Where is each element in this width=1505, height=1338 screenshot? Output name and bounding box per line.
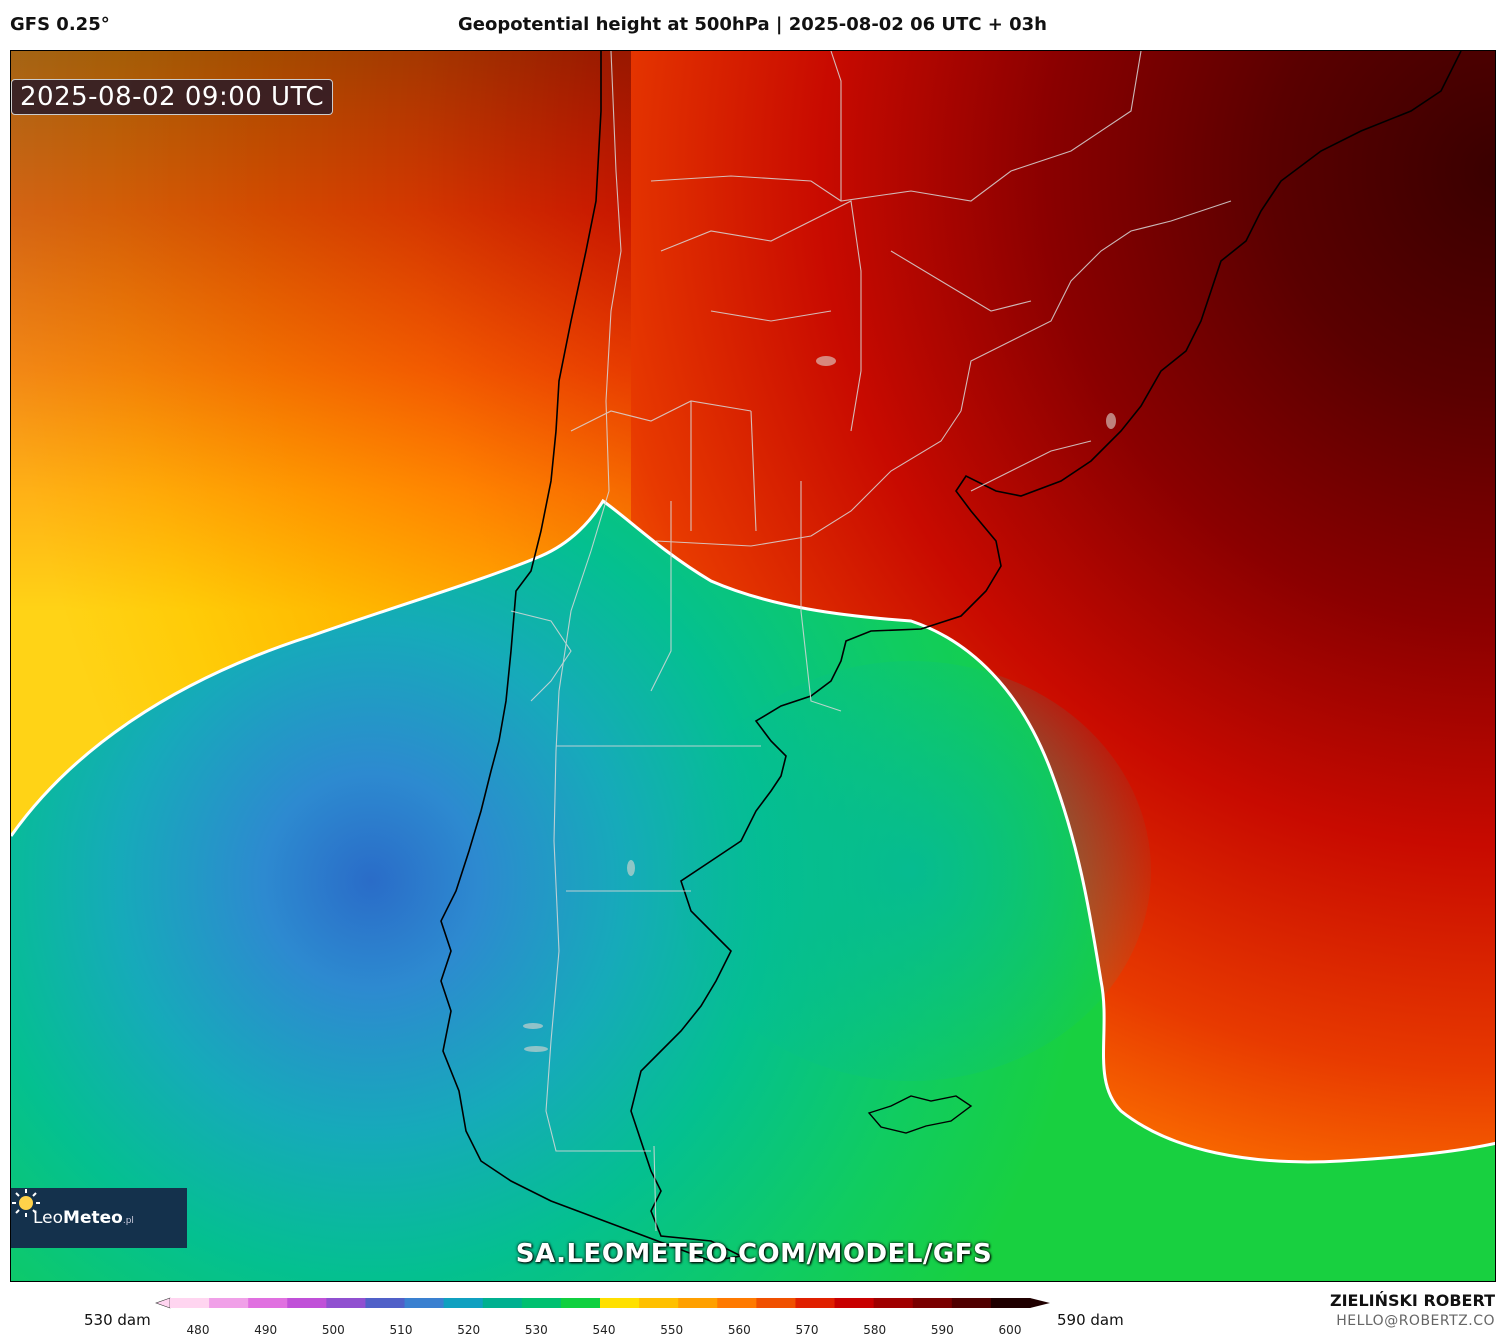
colorbar-tick-label: 540 xyxy=(593,1323,616,1336)
colorbar-swatch xyxy=(678,1298,718,1308)
colorbar-swatch xyxy=(639,1298,679,1308)
colorbar-swatch xyxy=(717,1298,757,1308)
map-panel[interactable]: 2025-08-02 09:00 UTC LeoMeteo.pl SA.LEOM… xyxy=(10,50,1496,1282)
colorbar-tick-label: 570 xyxy=(796,1323,819,1336)
colorbar-swatch xyxy=(560,1298,601,1308)
colorbar-swatch xyxy=(521,1298,562,1308)
political-borders xyxy=(510,51,1232,1232)
colorbar-tick-label: 530 xyxy=(525,1323,548,1336)
colorbar-tick-label: 490 xyxy=(254,1323,277,1336)
leometeo-logo[interactable]: LeoMeteo.pl xyxy=(11,1188,187,1248)
colorbar-swatch xyxy=(326,1298,366,1308)
colorbar-tick-label: 510 xyxy=(390,1323,413,1336)
sun-icon xyxy=(12,1189,40,1217)
contour-552-line xyxy=(11,498,1495,1164)
colorbar: 480 490 500 510 520 530 540 550 560 570 580 590 600 xyxy=(155,1297,1050,1336)
coastline xyxy=(440,51,1462,1262)
colorbar-swatch xyxy=(443,1298,484,1308)
colorbar-swatch xyxy=(248,1298,288,1308)
colorbar-swatch xyxy=(365,1298,406,1308)
timestamp-label: 2025-08-02 09:00 UTC xyxy=(11,79,334,115)
colorbar-swatch xyxy=(170,1298,210,1308)
colorbar-swatch xyxy=(600,1298,640,1308)
geopotential-field xyxy=(11,51,1495,1281)
colorbar-tick-label: 580 xyxy=(863,1323,886,1336)
watermark-url: SA.LEOMETEO.COM/MODEL/GFS xyxy=(515,1239,993,1269)
colorbar-swatch xyxy=(287,1298,327,1308)
model-label: GFS 0.25° xyxy=(10,14,110,35)
colorbar-swatch xyxy=(873,1298,914,1308)
logo-text: LeoMeteo.pl xyxy=(33,1208,134,1228)
colorbar-swatch xyxy=(951,1298,992,1308)
colorbar-swatch xyxy=(209,1298,249,1308)
colorbar-swatch xyxy=(834,1298,875,1308)
colorbar-arrow-min xyxy=(155,1297,171,1309)
colorbar-arrow-max xyxy=(1030,1298,1050,1308)
colorbar-swatch xyxy=(482,1298,523,1308)
colorbar-max-label: 590 dam xyxy=(1057,1311,1124,1329)
colorbar-swatch xyxy=(756,1298,796,1308)
chart-title: Geopotential height at 500hPa | 2025-08-… xyxy=(457,14,1048,35)
colorbar-tick-label: 600 xyxy=(999,1323,1022,1336)
author-name: ZIELIŃSKI ROBERT xyxy=(1329,1291,1495,1310)
colorbar-swatch xyxy=(404,1298,445,1308)
falkland-islands xyxy=(867,1095,973,1134)
colorbar-min-label: 530 dam xyxy=(84,1311,151,1329)
colorbar-tick-label: 520 xyxy=(457,1323,480,1336)
lakes xyxy=(523,356,1116,1052)
colorbar-swatch xyxy=(795,1298,836,1308)
colorbar-swatch xyxy=(990,1298,1031,1308)
colorbar-tick-label: 560 xyxy=(728,1323,751,1336)
colorbar-tick-label: 500 xyxy=(322,1323,345,1336)
colorbar-tick-label: 480 xyxy=(187,1323,210,1336)
author-email[interactable]: HELLO@ROBERTZ.CO xyxy=(1336,1313,1495,1329)
colorbar-tick-label: 590 xyxy=(931,1323,954,1336)
colorbar-tick-label: 550 xyxy=(660,1323,683,1336)
colorbar-swatch xyxy=(912,1298,953,1308)
